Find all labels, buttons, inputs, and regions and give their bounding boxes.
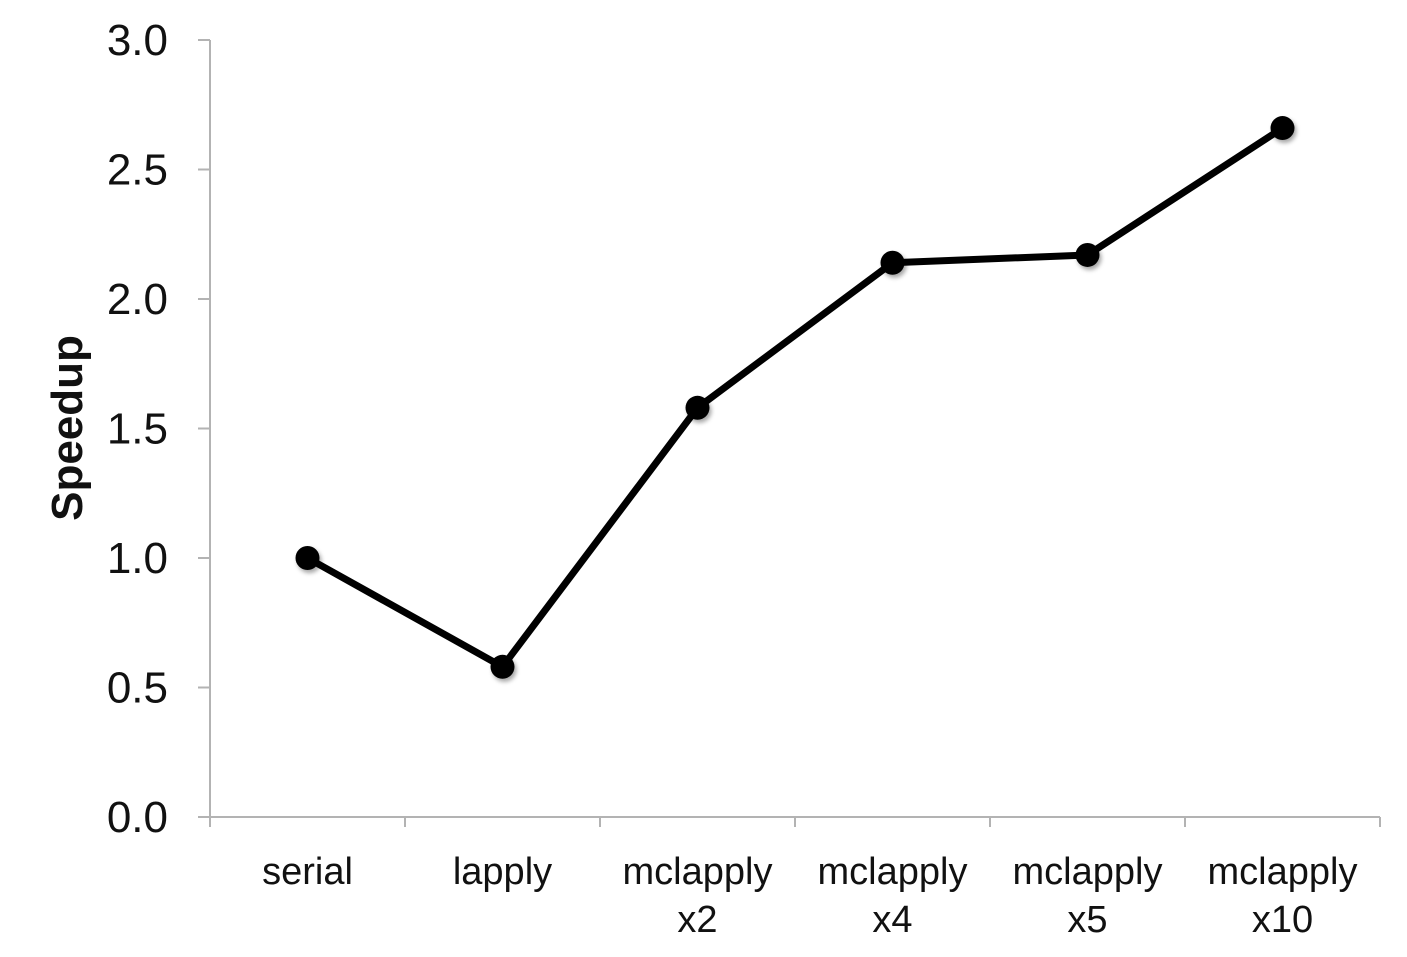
data-point <box>880 250 905 275</box>
y-tick-label: 2.0 <box>107 275 168 324</box>
data-point <box>1270 116 1295 141</box>
y-tick-labels: 0.0 0.5 1.0 1.5 2.0 2.5 3.0 <box>107 16 168 842</box>
x-tick-label-line: mclapply <box>1013 851 1163 893</box>
x-tick-label: mclapply x5 <box>1013 851 1163 941</box>
axes <box>198 39 1381 827</box>
x-tick-label-line: mclapply <box>623 851 773 893</box>
data-point <box>685 395 710 420</box>
y-tick-label: 1.0 <box>107 534 168 583</box>
y-tick-label: 1.5 <box>107 405 168 454</box>
x-tick-label-line: x10 <box>1252 899 1313 941</box>
y-tick-label: 0.0 <box>107 793 168 842</box>
x-tick-label: mclapply x10 <box>1208 851 1358 941</box>
x-tick-label: mclapply x2 <box>623 851 773 941</box>
y-tick-label: 3.0 <box>107 16 168 65</box>
x-tick-label: mclapply x4 <box>818 851 968 941</box>
x-tick-label-line: mclapply <box>818 851 968 893</box>
x-tick-label-line: lapply <box>453 851 552 893</box>
data-point <box>295 546 320 570</box>
x-tick-label-line: x4 <box>872 899 912 941</box>
y-axis-title: Speedup <box>43 335 92 521</box>
data-point <box>490 654 515 679</box>
x-tick-label-line: x5 <box>1067 899 1107 941</box>
data-point <box>1075 242 1100 267</box>
series <box>295 116 1295 679</box>
x-tick-label-line: serial <box>262 851 353 893</box>
series-line <box>304 124 1286 671</box>
y-tick-label: 0.5 <box>107 664 168 713</box>
y-tick-label: 2.5 <box>107 146 168 195</box>
x-tick-label: lapply <box>453 851 552 893</box>
x-tick-label-line: mclapply <box>1208 851 1358 893</box>
x-tick-label: serial <box>262 851 353 893</box>
x-tick-label-line: x2 <box>677 899 717 941</box>
